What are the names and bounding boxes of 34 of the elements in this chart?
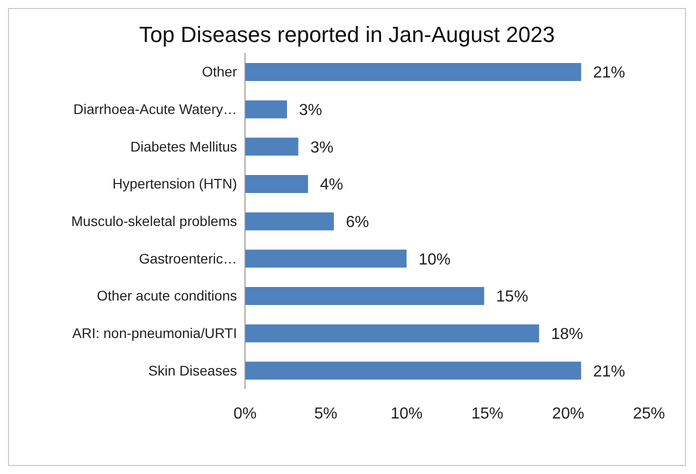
data-label: 3% xyxy=(299,102,322,119)
y-tick-label: Skin Diseases xyxy=(148,362,237,378)
x-tick-label: 0% xyxy=(233,405,257,422)
bar xyxy=(245,138,298,156)
bar xyxy=(245,100,288,118)
y-tick-label: Other xyxy=(202,64,238,80)
data-label: 18% xyxy=(551,326,584,343)
y-tick-label: Hypertension (HTN) xyxy=(112,176,237,192)
bar xyxy=(245,250,407,268)
y-tick-label: Gastroenteric… xyxy=(138,250,237,266)
y-tick-label: Diarrhoea-Acute Watery… xyxy=(73,100,237,117)
y-tick-label: ARI: non-pneumonia/URTI xyxy=(72,324,237,341)
bar xyxy=(245,362,582,380)
bar xyxy=(245,63,582,81)
bar xyxy=(245,324,540,342)
x-tick-label: 5% xyxy=(314,405,338,422)
chart-title: Top Diseases reported in Jan-August 2023 xyxy=(138,21,556,49)
bar xyxy=(245,212,334,230)
data-label: 4% xyxy=(320,176,344,194)
y-tick-label: Other acute conditions xyxy=(96,288,237,304)
y-tick-label: Diabetes Mellitus xyxy=(130,138,237,154)
bar xyxy=(245,175,308,193)
data-label: 21% xyxy=(593,363,626,380)
x-tick-label: 10% xyxy=(390,405,423,422)
data-label: 10% xyxy=(418,251,451,268)
y-tick-label: Musculo-skeletal problems xyxy=(71,212,237,229)
x-tick-label: 25% xyxy=(632,405,666,422)
data-label: 6% xyxy=(346,214,370,231)
x-tick-label: 15% xyxy=(471,405,504,422)
data-label: 3% xyxy=(310,139,334,156)
data-label: 15% xyxy=(496,288,528,306)
x-tick-label: 20% xyxy=(552,405,584,422)
data-label: 21% xyxy=(593,64,626,82)
bar xyxy=(245,287,484,305)
